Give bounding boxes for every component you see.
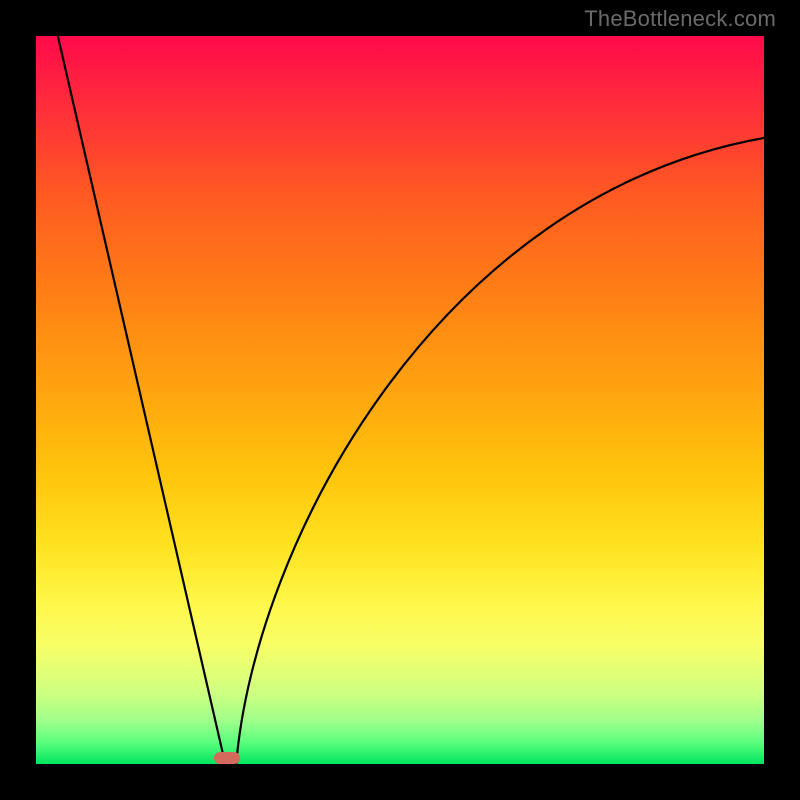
- plot-area: [36, 36, 764, 764]
- chart-container: { "watermark": { "text": "TheBottleneck.…: [0, 0, 800, 800]
- min-point-marker: [214, 752, 240, 764]
- bottleneck-curve: [36, 36, 764, 764]
- watermark-text: TheBottleneck.com: [584, 6, 776, 32]
- curve-left-branch: [58, 36, 225, 764]
- curve-right-branch: [236, 138, 764, 764]
